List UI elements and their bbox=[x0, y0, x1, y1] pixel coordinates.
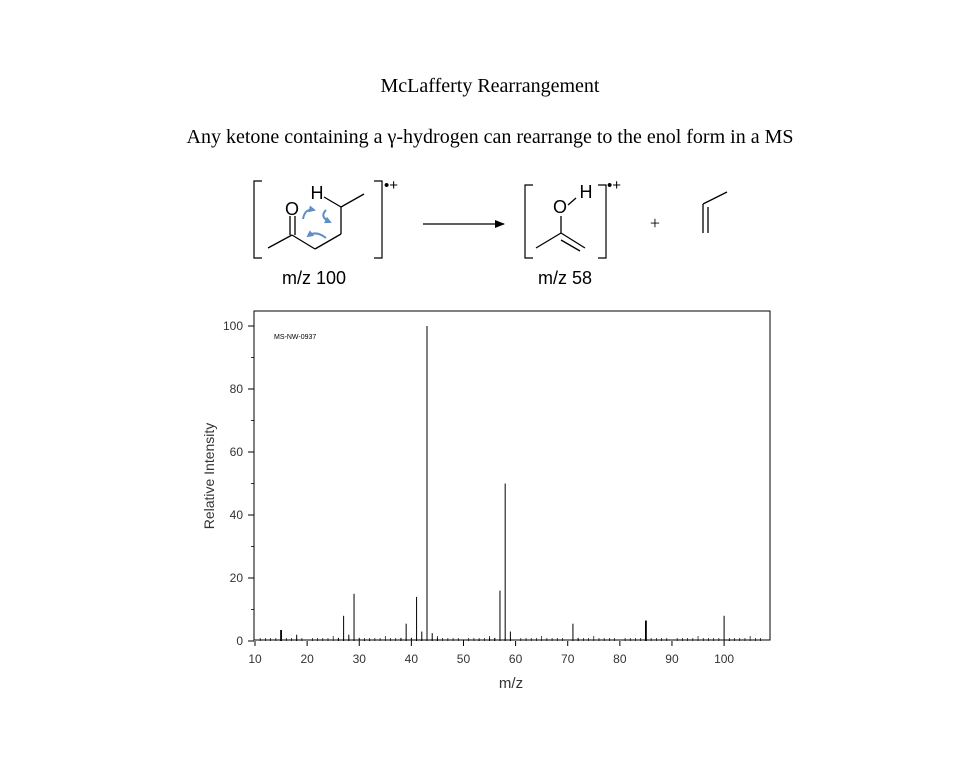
product-hydrogen-label: H bbox=[580, 182, 593, 202]
reactant-molecule: O H •+ m/z 100 bbox=[253, 177, 398, 288]
product-charge: •+ bbox=[607, 177, 621, 194]
x-tick-label: 10 bbox=[248, 652, 262, 666]
x-tick-label: 70 bbox=[561, 652, 575, 666]
x-tick-label: 40 bbox=[405, 652, 419, 666]
y-tick-label: 0 bbox=[236, 634, 243, 648]
propene-molecule bbox=[702, 191, 728, 233]
spectrum-id-label: MS-NW-0937 bbox=[274, 334, 316, 341]
x-tick-label: 20 bbox=[300, 652, 314, 666]
reactant-charge: •+ bbox=[384, 177, 398, 194]
plus-sign: + bbox=[650, 213, 660, 233]
electron-flow-arrows bbox=[302, 205, 332, 239]
x-tick-label: 90 bbox=[665, 652, 679, 666]
mass-spectrum-chart: 0 20 40 60 80 100 10 20 30 40 50 60 70 80 90 100 MS-NW… bbox=[201, 310, 771, 692]
x-tick-label: 80 bbox=[613, 652, 627, 666]
y-tick-label: 60 bbox=[230, 445, 244, 459]
reactant-oxygen-label: O bbox=[285, 199, 299, 219]
left-bracket-close bbox=[374, 180, 383, 259]
curved-arrow-icon bbox=[306, 230, 327, 239]
y-axis-ticks: 0 20 40 60 80 100 bbox=[223, 319, 254, 648]
y-tick-label: 20 bbox=[230, 571, 244, 585]
right-bracket-open bbox=[524, 184, 533, 259]
x-axis-label: m/z bbox=[499, 675, 523, 692]
y-axis-label: Relative Intensity bbox=[201, 423, 217, 530]
page-subtitle: Any ketone containing a γ-hydrogen can r… bbox=[186, 126, 794, 148]
y-tick-label: 40 bbox=[230, 508, 244, 522]
x-axis-ticks: 10 20 30 40 50 60 70 80 90 100 bbox=[248, 641, 734, 666]
y-tick-label: 100 bbox=[223, 319, 243, 333]
x-tick-label: 50 bbox=[457, 652, 471, 666]
product-mz-label: m/z 58 bbox=[538, 268, 592, 288]
product-molecule: O H •+ m/z 58 bbox=[524, 177, 621, 288]
spectrum-peaks bbox=[280, 326, 730, 641]
right-bracket-close bbox=[598, 184, 607, 259]
x-tick-label: 30 bbox=[353, 652, 367, 666]
page-title: McLafferty Rearrangement bbox=[380, 75, 600, 97]
reaction-scheme: O H •+ m/z 100 O H •+ m/z 58 + bbox=[253, 177, 728, 288]
curved-arrow-icon bbox=[322, 209, 332, 224]
plot-frame bbox=[253, 310, 771, 641]
reactant-mz-label: m/z 100 bbox=[282, 268, 346, 288]
left-bracket-open bbox=[253, 180, 262, 259]
curved-arrow-icon bbox=[302, 205, 316, 220]
x-tick-label: 100 bbox=[714, 652, 734, 666]
x-tick-label: 60 bbox=[509, 652, 523, 666]
product-oxygen-label: O bbox=[553, 197, 567, 217]
reactant-hydrogen-label: H bbox=[311, 183, 324, 203]
y-tick-label: 80 bbox=[230, 382, 244, 396]
product-skeleton bbox=[535, 197, 586, 252]
reactant-skeleton bbox=[267, 193, 365, 250]
